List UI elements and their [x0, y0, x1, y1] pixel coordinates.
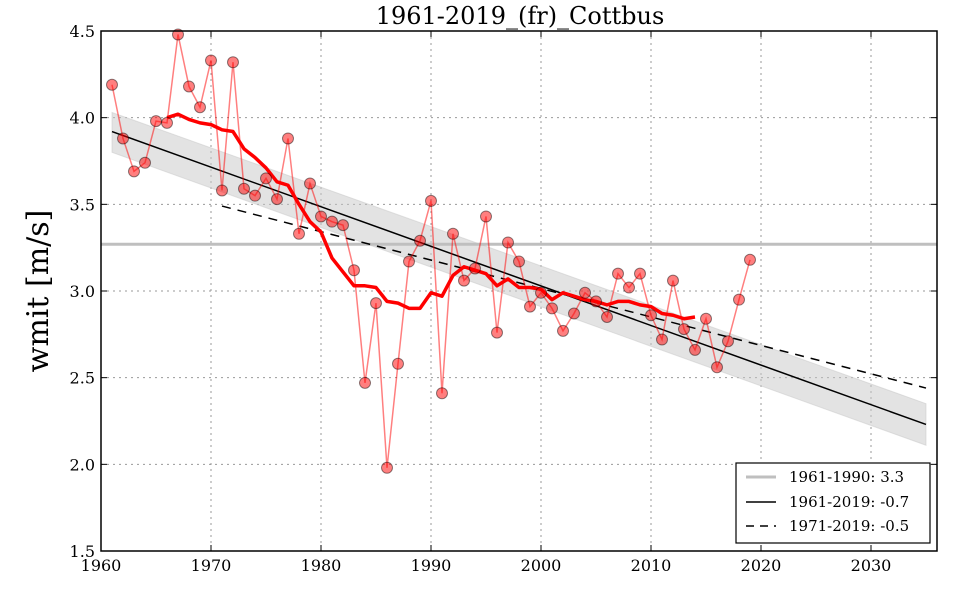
y-tick-label: 2.5	[70, 369, 95, 388]
data-point	[128, 165, 140, 178]
data-point	[491, 326, 503, 339]
data-point	[249, 189, 261, 202]
data-point	[546, 302, 558, 315]
lines-layer	[101, 34, 937, 468]
x-tick-label: 1970	[191, 556, 232, 575]
data-point	[315, 210, 327, 223]
confidence-band-layer	[111, 111, 927, 446]
y-tick-label: 1.5	[70, 542, 95, 561]
data-point	[370, 297, 382, 310]
data-point	[260, 172, 272, 185]
y-tick-label: 2.0	[70, 455, 95, 474]
y-axis-label: wmit [m/s]	[21, 210, 56, 373]
data-point	[447, 227, 459, 240]
smoothed-line	[166, 112, 696, 321]
data-point	[293, 227, 305, 240]
data-point	[623, 281, 635, 294]
data-point	[733, 293, 745, 306]
axis-ticks: 1960 1970 1980 1990 2000 2010 2020 2030 1.5 2.0 2.…	[70, 22, 937, 575]
data-point	[150, 115, 162, 128]
data-point	[744, 253, 756, 266]
data-point	[480, 210, 492, 223]
data-point	[557, 324, 569, 337]
data-point	[535, 286, 547, 299]
data-point	[183, 80, 195, 93]
legend-label-trend-recent: 1971-2019: -0.5	[789, 517, 909, 535]
x-tick-label: 1980	[301, 556, 342, 575]
data-point	[678, 323, 690, 336]
data-point	[392, 357, 404, 370]
data-point	[337, 219, 349, 232]
data-point	[117, 132, 129, 145]
data-point	[271, 193, 283, 206]
legend: 1961-1990: 3.3 1961-2019: -0.7 1971-2019…	[735, 462, 931, 544]
data-point	[425, 194, 437, 207]
data-point	[359, 376, 371, 389]
legend-label-mean: 1961-1990: 3.3	[789, 468, 904, 486]
x-tick-label: 2010	[631, 556, 672, 575]
x-tick-label: 2020	[741, 556, 782, 575]
data-point	[513, 255, 525, 268]
data-point	[711, 361, 723, 374]
points-layer	[106, 28, 756, 474]
data-point	[634, 267, 646, 280]
data-point	[403, 255, 415, 268]
x-tick-label: 1960	[81, 556, 122, 575]
y-tick-label: 3.0	[70, 282, 95, 301]
data-point	[238, 182, 250, 195]
data-point	[689, 343, 701, 356]
data-point	[436, 387, 448, 400]
data-point	[524, 300, 536, 313]
data-point	[106, 78, 118, 91]
trend-confidence-band	[111, 111, 927, 446]
x-tick-label: 1990	[411, 556, 452, 575]
chart-title: 1961-2019_(fr)_Cottbus	[376, 2, 665, 30]
data-point	[458, 274, 470, 287]
data-point	[139, 156, 151, 169]
data-point	[194, 101, 206, 114]
data-point	[161, 116, 173, 129]
y-tick-label: 4.0	[70, 109, 95, 128]
x-tick-label: 2030	[851, 556, 892, 575]
data-point	[205, 54, 217, 67]
data-point	[579, 286, 591, 299]
data-point	[645, 309, 657, 322]
data-point	[590, 295, 602, 308]
data-point	[304, 177, 316, 190]
data-point	[381, 461, 393, 474]
data-point	[414, 234, 426, 247]
data-point	[282, 132, 294, 145]
data-point	[216, 184, 228, 197]
data-point	[227, 56, 239, 69]
data-point	[656, 333, 668, 346]
data-point	[568, 307, 580, 320]
legend-label-trend-full: 1961-2019: -0.7	[789, 493, 909, 511]
data-point	[348, 264, 360, 277]
trend-line-1961-2019	[111, 130, 927, 426]
data-point	[601, 311, 613, 323]
data-point	[667, 274, 679, 287]
y-tick-label: 3.5	[70, 195, 95, 214]
data-point	[502, 236, 514, 249]
data-point	[326, 215, 338, 228]
data-point	[469, 262, 481, 275]
data-point	[612, 267, 624, 280]
data-point	[700, 312, 712, 325]
data-point	[722, 335, 734, 348]
x-tick-label: 2000	[521, 556, 562, 575]
y-tick-label: 4.5	[70, 22, 95, 41]
